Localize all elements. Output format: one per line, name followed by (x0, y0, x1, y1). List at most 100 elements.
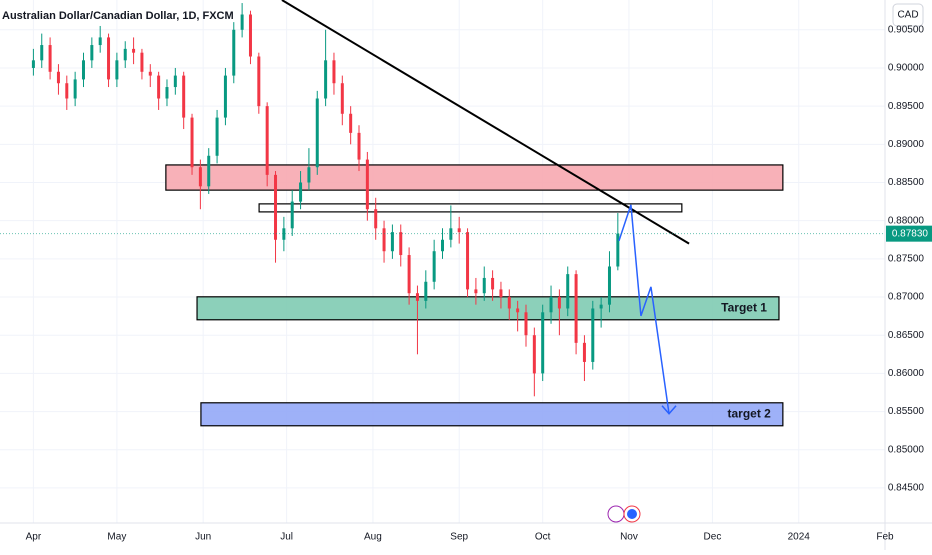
candle-body (282, 228, 286, 240)
candle-body (299, 182, 303, 202)
candle-body (56, 71, 60, 84)
candle-body (591, 308, 595, 362)
y-tick-label: 0.88000 (888, 215, 925, 226)
candle-body (182, 75, 186, 118)
zone-label: Target 1 (721, 300, 767, 314)
candle-body (90, 45, 94, 61)
candle-body (365, 159, 369, 210)
candle-body (507, 297, 511, 309)
trend-line (281, 0, 690, 245)
zone (196, 296, 780, 321)
candle-body (240, 14, 244, 30)
candle-body (40, 45, 44, 61)
candle-body (148, 71, 152, 76)
candle-body (607, 266, 611, 305)
candle-body (65, 83, 69, 99)
zone (165, 164, 784, 191)
candle-body (349, 113, 353, 133)
zone (258, 203, 683, 213)
y-tick-label: 0.84500 (888, 483, 925, 494)
candle-body (599, 304, 603, 309)
candle-body (115, 60, 119, 80)
candle-body (524, 312, 528, 336)
candle-body (374, 209, 378, 229)
candle-body (332, 60, 336, 84)
candle-body (307, 167, 311, 183)
y-tick-label: 0.88500 (888, 177, 925, 188)
candle-body (248, 14, 252, 57)
candle-body (407, 255, 411, 294)
candle-body (48, 45, 52, 72)
candle-body (324, 60, 328, 99)
candle-body (616, 233, 620, 267)
y-tick-label: 0.87000 (888, 292, 925, 303)
candle-body (173, 75, 177, 88)
candle-body (574, 274, 578, 343)
x-tick-label: Dec (704, 532, 722, 543)
y-tick-label: 0.89000 (888, 139, 925, 150)
candle-body (207, 155, 211, 187)
currency-label: CAD (897, 10, 918, 21)
zone (200, 402, 784, 427)
candle-body (549, 297, 553, 313)
event-icon[interactable] (607, 505, 625, 523)
candle-body (290, 201, 294, 229)
candle-body (73, 79, 77, 99)
candle-body (457, 228, 461, 233)
candle-body (107, 37, 111, 80)
candle-body (157, 75, 161, 99)
candle-body (532, 335, 536, 374)
candle-body (541, 312, 545, 374)
candle-body (140, 52, 144, 72)
candle-body (165, 87, 169, 99)
price-label-box (886, 225, 932, 242)
candle-body (215, 117, 219, 156)
y-tick-label: 0.85000 (888, 444, 925, 455)
price-label: 0.87830 (892, 228, 929, 239)
x-tick-label: 2024 (788, 532, 811, 543)
candle-body (390, 232, 394, 252)
candle-body (132, 48, 136, 53)
x-tick-label: Nov (620, 532, 638, 543)
candle-body (441, 239, 444, 252)
candle-body (466, 232, 470, 290)
y-tick-label: 0.90000 (888, 63, 925, 74)
x-tick-label: Apr (26, 532, 42, 543)
candle-body (232, 29, 236, 76)
candle-body (315, 98, 319, 168)
candle-body (340, 83, 344, 114)
candle-body (98, 37, 102, 46)
projection-arrowhead (661, 405, 677, 415)
y-tick-label: 0.89500 (888, 101, 925, 112)
y-tick-label: 0.90500 (888, 24, 925, 35)
x-tick-label: Jul (280, 532, 293, 543)
candle-body (198, 167, 202, 187)
candle-body (557, 297, 561, 309)
candle-body (516, 308, 520, 313)
candle-body (482, 277, 486, 294)
candle-body (399, 232, 403, 256)
currency-button[interactable] (892, 3, 924, 27)
x-tick-label: Feb (876, 532, 894, 543)
candle-body (491, 277, 495, 290)
candle-body (499, 289, 503, 298)
grid (0, 0, 886, 523)
x-tick-label: Jun (195, 532, 211, 543)
y-tick-label: 0.85500 (888, 406, 925, 417)
x-tick-label: May (107, 532, 126, 543)
candle-body (223, 75, 227, 118)
candle-body (190, 117, 194, 168)
candle-body (274, 174, 278, 240)
x-tick-label: Sep (450, 532, 468, 543)
candle-body (424, 281, 428, 301)
candle-body (123, 48, 127, 61)
candle-body (31, 60, 35, 68)
projection-path (618, 204, 670, 414)
y-tick-label: 0.86000 (888, 368, 925, 379)
candle-body (415, 293, 419, 301)
x-tick-label: Aug (364, 532, 382, 543)
y-tick-label: 0.86500 (888, 330, 925, 341)
